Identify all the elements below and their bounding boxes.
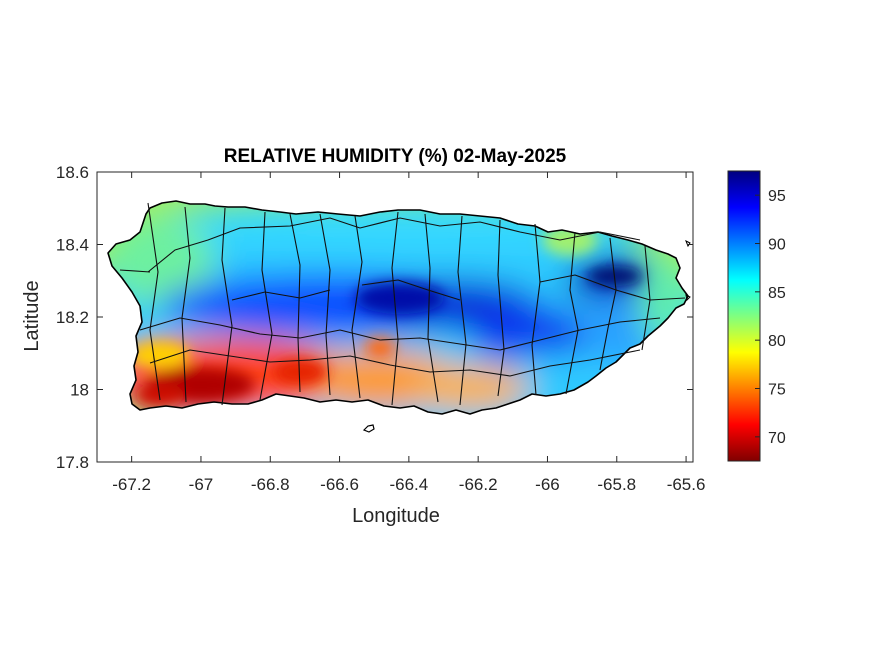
x-tick-label: -66	[535, 475, 560, 494]
y-axis-label: Latitude	[21, 280, 43, 351]
caja-de-muertos-island	[362, 424, 375, 433]
colorbar-tick-label: 70	[768, 430, 786, 447]
colorbar-tick-label: 80	[768, 333, 786, 350]
x-tick-label: -67.2	[112, 475, 151, 494]
colorbar-tick-label: 90	[768, 237, 786, 254]
colorbar-ticks: 70 75 80 85 90 95	[755, 188, 786, 447]
colorbar-tick-label: 85	[768, 285, 786, 302]
y-tick-label: 18.4	[56, 236, 89, 255]
x-tick-label: -66.4	[389, 475, 428, 494]
x-tick-label: -66.6	[320, 475, 359, 494]
colorbar-tick-label: 95	[768, 188, 786, 205]
y-tick-label: 18.6	[56, 163, 89, 182]
humidity-field	[108, 201, 688, 414]
y-axis: 17.8 18 18.2 18.4 18.6	[56, 163, 693, 472]
y-tick-label: 18	[70, 381, 89, 400]
municipal-boundaries	[119, 202, 686, 406]
colorbar-tick-label: 75	[768, 382, 786, 399]
x-axis: -67.2 -67 -66.8 -66.6 -66.4 -66.2 -66 -65.8 -65.…	[112, 172, 705, 494]
y-tick-label: 17.8	[56, 453, 89, 472]
island-coastline	[107, 200, 689, 415]
offshore-cay-southeast	[685, 294, 691, 302]
x-tick-label: -65.6	[667, 475, 706, 494]
chart-title: RELATIVE HUMIDITY (%) 02-May-2025	[224, 146, 567, 167]
colorbar	[727, 170, 761, 462]
x-axis-label: Longitude	[352, 505, 440, 527]
y-tick-label: 18.2	[56, 308, 89, 327]
x-tick-label: -65.8	[597, 475, 636, 494]
x-tick-label: -66.2	[459, 475, 498, 494]
x-tick-label: -67	[189, 475, 214, 494]
x-tick-label: -66.8	[251, 475, 290, 494]
